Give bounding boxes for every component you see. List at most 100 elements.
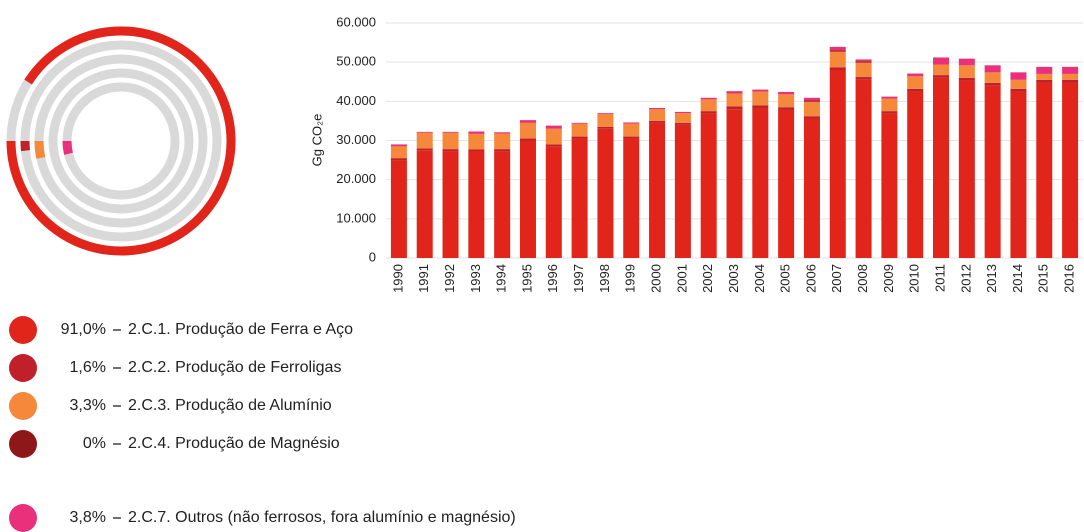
legend-label: 2.C.7. Outros (não ferrosos, fora alumín… — [128, 509, 516, 526]
bar-segment — [778, 107, 795, 110]
bar-segment — [881, 113, 898, 258]
bar-segment — [468, 133, 485, 150]
x-tick-label: 2011 — [932, 264, 947, 292]
x-tick-label: 1995 — [519, 264, 534, 293]
y-tick-label: 40.000 — [336, 93, 376, 108]
y-tick-label: 50.000 — [336, 54, 376, 69]
bar-segment — [700, 111, 717, 114]
bar-segment — [1036, 66, 1053, 74]
bar-segment — [494, 149, 511, 152]
bar-segment — [649, 109, 666, 121]
y-tick-label: 30.000 — [336, 132, 376, 147]
bar-segment — [958, 58, 975, 66]
legend-value: 3,3% — [70, 397, 106, 414]
bar-segment — [855, 79, 872, 259]
bar-segment — [984, 72, 1001, 83]
x-tick-label: 2008 — [855, 264, 870, 293]
x-tick-label: 2016 — [1062, 264, 1077, 293]
bar-segment — [855, 77, 872, 80]
legend-value: 1,6% — [70, 359, 106, 376]
bar-segment — [907, 73, 924, 77]
ring-bar — [62, 140, 73, 155]
bar-segment — [623, 138, 640, 258]
bar-segment — [933, 57, 950, 65]
legend-swatch — [9, 504, 37, 532]
bar-segment — [752, 91, 769, 106]
bar-segment — [468, 131, 485, 134]
bar-segment — [571, 136, 588, 139]
x-tick-label: 2000 — [648, 264, 663, 293]
bar-segment — [623, 136, 640, 139]
bar-segment — [649, 122, 666, 258]
x-tick-label: 2010 — [907, 264, 922, 293]
x-tick-label: 1994 — [494, 264, 509, 293]
x-tick-label: 1991 — [416, 264, 431, 293]
x-tick-label: 2004 — [752, 264, 767, 293]
y-tick-label: 20.000 — [336, 171, 376, 186]
bar-segment — [958, 65, 975, 78]
bar-segment — [649, 107, 666, 110]
bar-segment — [933, 64, 950, 76]
bar-segment — [416, 131, 433, 133]
bar-segment — [416, 132, 433, 149]
bar-segment — [519, 120, 536, 123]
bar-segment — [984, 65, 1001, 73]
bar-segment — [726, 109, 743, 259]
bar-segment — [649, 120, 666, 123]
bar-segment — [545, 146, 562, 258]
bar-segment — [881, 98, 898, 112]
x-tick-label: 2002 — [700, 264, 715, 293]
y-tick-label: 10.000 — [336, 210, 376, 225]
bar-segment — [545, 144, 562, 147]
bar-segment — [519, 138, 536, 141]
bar-segment — [1062, 73, 1079, 80]
legend-label: 2.C.2. Produção de Ferroligas — [128, 359, 341, 376]
bar-segment — [571, 122, 588, 124]
ring-bar — [34, 140, 46, 159]
legend-value: 3,8% — [70, 509, 106, 526]
bar-segment — [571, 123, 588, 137]
bar-segment — [623, 122, 640, 124]
bar-segment — [494, 151, 511, 258]
bar-segment — [984, 85, 1001, 259]
bar-segment — [726, 93, 743, 107]
legend-value: 0% — [83, 435, 106, 452]
bar-segment — [700, 97, 717, 100]
bar-segment — [1010, 79, 1027, 89]
x-tick-label: 1999 — [623, 264, 638, 293]
bar-segment — [519, 140, 536, 258]
bar-segment — [933, 77, 950, 258]
bar-segment — [597, 128, 614, 258]
x-tick-label: 1993 — [468, 264, 483, 293]
x-tick-label: 1997 — [571, 264, 586, 293]
bar-segment — [494, 132, 511, 134]
legend-swatch — [9, 392, 37, 420]
bar-segment — [1062, 66, 1079, 74]
bar-segment — [803, 100, 820, 102]
bar-segment — [1010, 72, 1027, 80]
bar-segment — [829, 67, 846, 70]
y-tick-label: 0 — [369, 249, 376, 264]
bar-segment — [829, 46, 846, 51]
bar-segment — [752, 89, 769, 92]
bar-segment — [752, 107, 769, 258]
ring-track — [62, 82, 180, 200]
bar-segment — [442, 131, 459, 133]
bar-segment — [623, 123, 640, 137]
bar-segment — [494, 133, 511, 150]
bar-segment — [803, 101, 820, 117]
x-tick-label: 2012 — [958, 264, 973, 293]
bar-segment — [442, 151, 459, 258]
bar-segment — [1010, 91, 1027, 259]
bar-segment — [855, 61, 872, 63]
bar-segment — [829, 50, 846, 52]
bar-segment — [907, 76, 924, 89]
legend-label: 2.C.1. Produção de Ferra e Aço — [128, 321, 353, 338]
bar-segment — [726, 106, 743, 110]
bar-segment — [907, 91, 924, 259]
bar-segment — [519, 122, 536, 139]
bar-segment — [1036, 82, 1053, 259]
x-tick-label: 2007 — [829, 264, 844, 293]
x-tick-label: 2009 — [881, 264, 896, 293]
